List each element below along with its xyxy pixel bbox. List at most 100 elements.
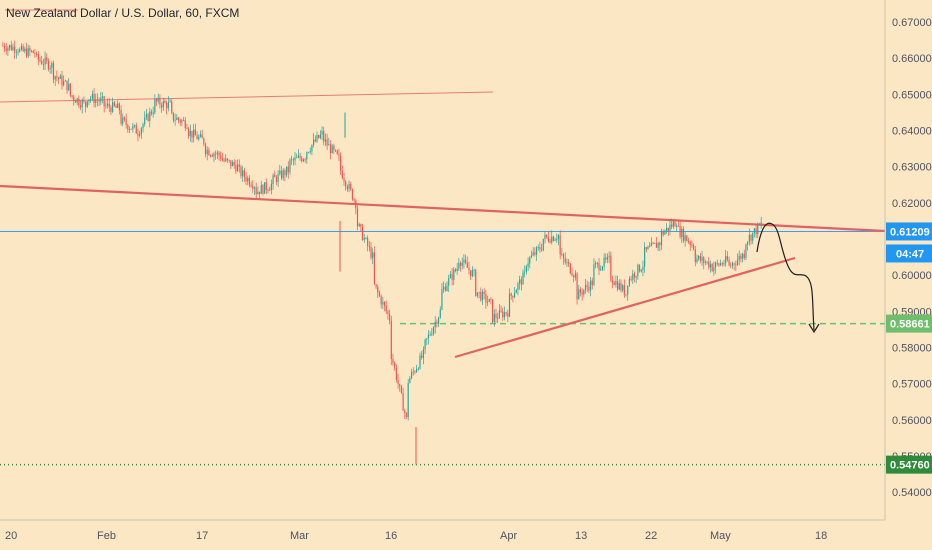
- candle-body: [576, 273, 578, 300]
- candle-body: [483, 291, 485, 294]
- candle-body: [162, 101, 164, 108]
- candle-body: [488, 298, 490, 302]
- candle-body: [216, 152, 218, 155]
- candle-body: [475, 270, 477, 296]
- candle-body: [644, 247, 646, 267]
- candle-body: [203, 138, 205, 145]
- candle-body: [443, 286, 445, 290]
- candle-body: [743, 253, 745, 258]
- candle-body: [169, 101, 171, 103]
- current-price-tag-bg: [886, 222, 932, 241]
- candle-body: [93, 93, 95, 104]
- candle-body: [605, 257, 607, 260]
- candle-body: [331, 145, 333, 154]
- candle-body: [534, 252, 536, 255]
- candle-body: [230, 160, 232, 167]
- candle-body: [198, 136, 200, 140]
- candle-body: [208, 149, 210, 156]
- candle-body: [71, 95, 73, 97]
- candle-body: [662, 231, 664, 235]
- candle-body: [562, 254, 565, 259]
- candle-body: [27, 47, 29, 57]
- candle-body: [392, 359, 394, 363]
- candle-body: [270, 184, 272, 190]
- candle-body: [669, 224, 671, 231]
- candle-body: [319, 134, 321, 138]
- candle-body: [407, 383, 409, 418]
- candle-body: [498, 310, 500, 319]
- candle-body: [502, 311, 504, 318]
- time-axis[interactable]: 20 Feb 17 Mar 16 Apr 13 22 May 18: [5, 530, 827, 542]
- price-tick-label: 0.65000: [892, 89, 932, 101]
- candle-body: [416, 368, 418, 373]
- candle-body: [355, 200, 357, 209]
- candle-body: [721, 263, 723, 265]
- candle-body: [277, 174, 279, 182]
- candle-layer: [2, 40, 762, 465]
- candle-body: [10, 45, 12, 50]
- candle-body: [532, 252, 534, 256]
- candle-body: [54, 76, 56, 80]
- projection-arrowhead: [808, 323, 820, 334]
- candle-body: [108, 103, 110, 108]
- candle-body: [361, 226, 364, 241]
- candle-body: [434, 322, 436, 328]
- candle-body: [559, 235, 561, 255]
- candle-body: [150, 111, 153, 114]
- candle-body: [397, 379, 399, 384]
- candle-body: [144, 117, 146, 125]
- candle-body: [513, 293, 516, 298]
- candle-body: [275, 177, 278, 182]
- candle-body: [252, 186, 254, 189]
- candle-body: [453, 269, 455, 280]
- candle-body: [328, 144, 330, 146]
- candle-body: [117, 103, 119, 108]
- candle-body: [68, 83, 70, 91]
- candle-body: [57, 77, 60, 79]
- candle-body: [177, 117, 180, 121]
- price-axis[interactable]: 0.67000 0.66000 0.65000 0.64000 0.63000 0.620…: [892, 17, 932, 499]
- candle-body: [233, 162, 235, 166]
- candle-body: [714, 262, 717, 268]
- candle-body: [760, 222, 762, 225]
- candle-body: [625, 294, 627, 296]
- candle-body: [122, 117, 124, 124]
- candle-body: [375, 284, 377, 287]
- candle-body: [299, 155, 301, 159]
- candle-body: [250, 184, 252, 187]
- candle-body: [468, 267, 470, 271]
- candle-body: [584, 285, 587, 290]
- time-tick-label: 17: [196, 530, 208, 542]
- candle-body: [424, 339, 426, 350]
- candle-body: [546, 234, 548, 237]
- candle-body: [140, 128, 142, 135]
- candle-body: [611, 280, 614, 284]
- candle-body: [544, 234, 546, 239]
- candle-body: [267, 189, 269, 191]
- candle-body: [480, 291, 482, 301]
- candle-body: [105, 105, 107, 107]
- candle-body: [588, 286, 590, 291]
- candle-body: [664, 231, 666, 235]
- candle-body: [100, 97, 102, 102]
- candle-body: [225, 158, 227, 161]
- candle-body: [519, 279, 521, 284]
- candle-body: [49, 67, 51, 70]
- candle-body: [665, 227, 668, 232]
- candle-body: [405, 412, 408, 418]
- candle-body: [723, 263, 725, 265]
- time-tick-label: 16: [385, 530, 397, 542]
- price-tick-label: 0.66000: [892, 53, 932, 65]
- candle-body: [684, 235, 686, 241]
- candle-body: [235, 165, 237, 172]
- candle-body: [390, 320, 392, 360]
- candle-body: [748, 234, 750, 242]
- time-tick-label: 13: [575, 530, 587, 542]
- candle-body: [226, 158, 229, 160]
- candle-body: [176, 117, 178, 120]
- candle-body: [557, 235, 560, 240]
- candle-body: [240, 166, 242, 177]
- candle-body: [535, 247, 538, 255]
